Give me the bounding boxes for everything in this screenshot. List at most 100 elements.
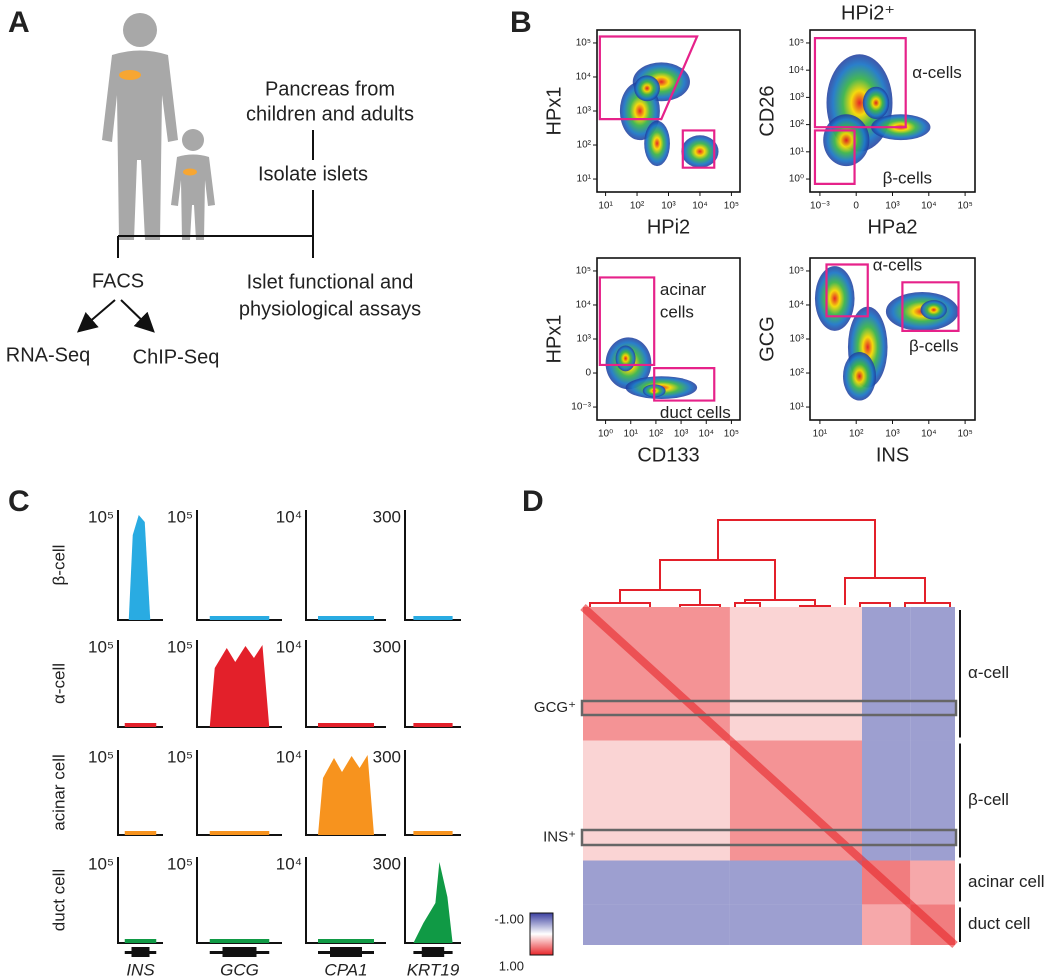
y-axis-label: HPx1: [543, 315, 565, 364]
step-text: RNA-Seq: [6, 344, 90, 366]
x-tick-label: 10¹: [813, 429, 828, 440]
y-tick-label: 10⁴: [576, 300, 591, 311]
track-scale: 10⁴: [276, 854, 302, 873]
track-scale: 300: [373, 507, 401, 526]
gate-label: α-cells: [912, 63, 962, 82]
density-blob: [681, 135, 719, 168]
panel-label: B: [510, 6, 532, 39]
gate-label: β-cells: [883, 169, 932, 188]
gate: [653, 367, 716, 402]
gate: [598, 35, 699, 121]
y-tick-label: 10⁰: [789, 174, 804, 185]
y-tick-label: 10⁴: [789, 300, 804, 311]
track-scale: 300: [373, 637, 401, 656]
gate-label: acinar: [660, 280, 707, 299]
gate: [813, 36, 907, 129]
gene-label: INS: [126, 960, 155, 979]
panel-label: C: [8, 485, 30, 518]
y-tick-label: 0: [585, 368, 591, 379]
x-tick-label: 0: [853, 201, 859, 212]
density-blob: [644, 120, 670, 167]
y-axis-label: HPx1: [543, 87, 565, 136]
heatmap-block: [583, 860, 730, 905]
panel-header: HPi2⁺: [841, 2, 895, 24]
track-scale: 10⁵: [167, 507, 193, 526]
gate: [598, 276, 656, 367]
x-tick-label: 10⁵: [724, 201, 739, 212]
gene-exon: [330, 947, 362, 957]
gene-label: CPA1: [324, 960, 367, 979]
heatmap-block: [729, 904, 862, 945]
signal-track: [318, 755, 374, 835]
y-tick-label: 10³: [790, 334, 805, 345]
track-axis: [117, 750, 163, 836]
x-axis-label: HPi2: [647, 216, 690, 238]
signal-track: [128, 515, 151, 620]
x-tick-label: 10²: [649, 429, 664, 440]
group-label: duct cell: [968, 914, 1030, 933]
plot-frame: [596, 29, 741, 193]
x-tick-label: 10⁵: [724, 429, 739, 440]
workflow-lines: [76, 130, 314, 333]
y-tick-label: 10²: [577, 140, 592, 151]
people-illustration: [102, 13, 215, 240]
track-axis: [404, 640, 461, 728]
x-tick-label: 10¹: [624, 429, 639, 440]
track-scale: 10⁵: [88, 637, 114, 656]
x-axis-label: INS: [876, 444, 909, 466]
gene-label: GCG: [220, 960, 259, 979]
gate-label: α-cells: [873, 256, 923, 275]
density-blob: [814, 266, 855, 331]
row-label: acinar cell: [49, 754, 68, 831]
y-tick-label: 10³: [577, 334, 592, 345]
track-axis: [404, 510, 461, 621]
x-tick-label: 10³: [674, 429, 689, 440]
y-tick-label: 10²: [790, 368, 805, 379]
panel-label: D: [522, 485, 544, 518]
signal-track: [124, 831, 157, 835]
track-axis: [196, 510, 282, 621]
y-tick-label: 10³: [577, 106, 592, 117]
colorbar-label: 1.00: [499, 958, 524, 973]
heatmap-block: [910, 740, 955, 861]
y-tick-label: 10⁴: [576, 72, 591, 83]
group-label: α-cell: [968, 663, 1009, 682]
signal-track: [413, 616, 453, 620]
step-text: physiological assays: [239, 298, 421, 320]
track-scale: 10⁵: [88, 507, 114, 526]
gate: [901, 281, 960, 332]
highlight-label: GCG⁺: [534, 699, 576, 716]
highlight-label: INS⁺: [543, 828, 576, 845]
track-axis: [196, 857, 282, 944]
signal-track: [318, 616, 374, 620]
heatmap-block: [862, 607, 911, 741]
track-scale: 10⁴: [276, 637, 302, 656]
x-axis-label: CD133: [637, 444, 699, 466]
x-axis-label: HPa2: [867, 216, 917, 238]
y-tick-label: 10⁵: [576, 266, 591, 277]
y-tick-label: 10⁴: [789, 65, 804, 76]
density-blob: [862, 86, 890, 120]
heatmap-block: [910, 607, 955, 741]
signal-track: [209, 939, 270, 943]
track-scale: 300: [373, 854, 401, 873]
track-axis: [196, 750, 282, 836]
density-blob: [615, 345, 636, 372]
x-tick-label: 10²: [630, 201, 645, 212]
x-tick-label: 10⁵: [957, 429, 972, 440]
density-blob: [823, 114, 870, 167]
heatmap-block: [729, 607, 862, 741]
signal-track: [124, 939, 157, 943]
step-text: ChIP-Seq: [133, 346, 220, 368]
signal-track: [209, 645, 270, 727]
heatmap-diagonal: [580, 604, 958, 948]
step-text: Islet functional and: [247, 271, 414, 293]
signal-track: [124, 723, 157, 727]
track-scale: 300: [373, 747, 401, 766]
track-axis: [117, 857, 163, 944]
signal-track: [413, 831, 453, 835]
track-scale: 10⁵: [167, 854, 193, 873]
heatmap-block: [729, 860, 862, 905]
colorbar-label: -1.00: [494, 911, 524, 926]
group-label: β-cell: [968, 790, 1009, 809]
